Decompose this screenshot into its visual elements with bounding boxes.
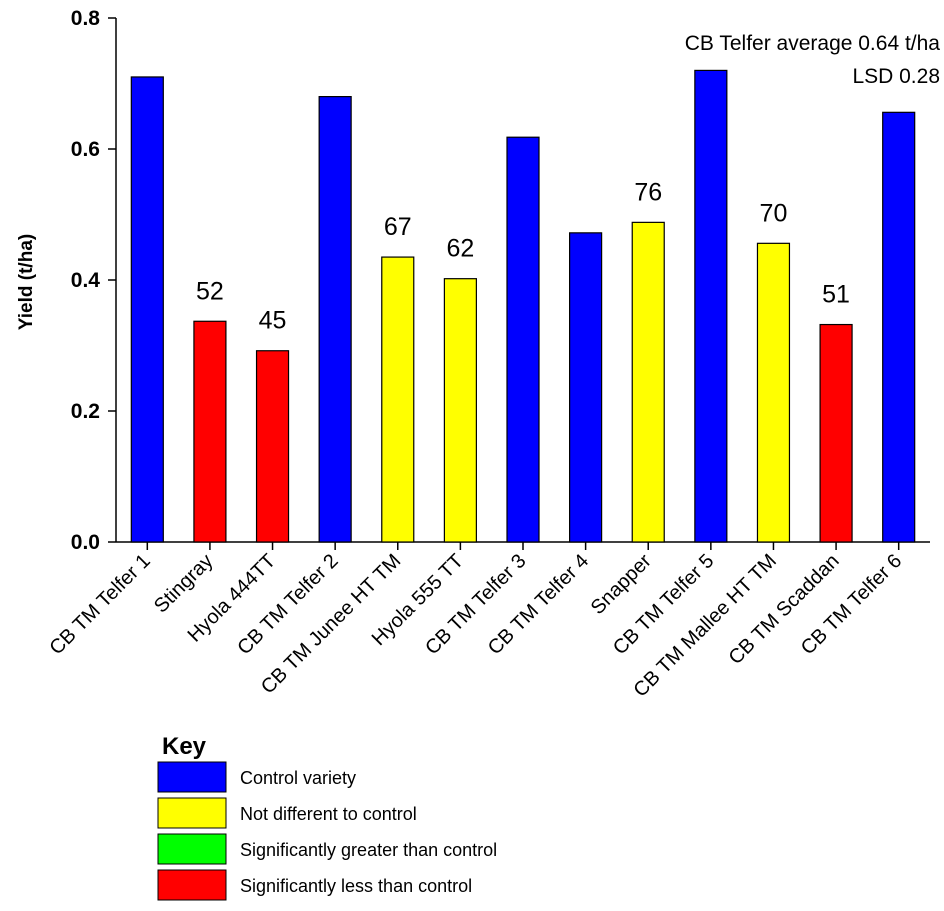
y-tick-label: 0.6 [71,138,100,161]
data-label: 52 [196,277,224,305]
legend-swatch [157,833,227,865]
y-tick-label: 0.4 [71,269,101,292]
bars [130,69,916,543]
bar [882,111,916,543]
y-axis-label: Yield (t/ha) [16,234,37,330]
y-tick-label: 0.8 [71,7,101,30]
bar [631,221,665,543]
y-tick-label: 0.2 [71,400,100,423]
data-label: 76 [634,178,662,206]
data-label: 67 [384,213,412,241]
data-label: 62 [446,235,474,263]
legend-title: Key [162,733,207,760]
bar [443,278,477,543]
bar [255,350,290,543]
data-label: 51 [822,281,850,309]
legend-label: Not different to control [240,804,417,824]
legend-label: Significantly less than control [240,876,472,896]
legend-label: Significantly greater than control [240,840,497,860]
x-tick-label: CB TM Scaddan [725,550,844,669]
y-tick-label: 0.0 [71,531,100,554]
average-annotation: CB Telfer average 0.64 t/ha [685,32,941,55]
bar [819,323,853,543]
axes: 0.0 0.2 0.4 0.6 0.8 [71,7,930,554]
bar [756,242,791,543]
legend-swatch [157,761,227,793]
data-label: 45 [259,307,287,335]
bar [193,320,227,543]
legend-swatch [157,869,227,901]
data-label: 70 [760,199,788,227]
bar [694,69,728,543]
lsd-annotation: LSD 0.28 [852,65,940,88]
legend-label: Control variety [240,768,356,788]
bar [318,95,352,543]
legend: Key Control variety Not different to contr… [157,733,497,901]
x-tick-label: CB TM Telfer 1 [45,550,154,659]
bar [569,232,603,543]
legend-swatch [157,797,227,829]
bar [130,76,164,543]
bar [381,256,415,543]
bar [506,136,540,543]
